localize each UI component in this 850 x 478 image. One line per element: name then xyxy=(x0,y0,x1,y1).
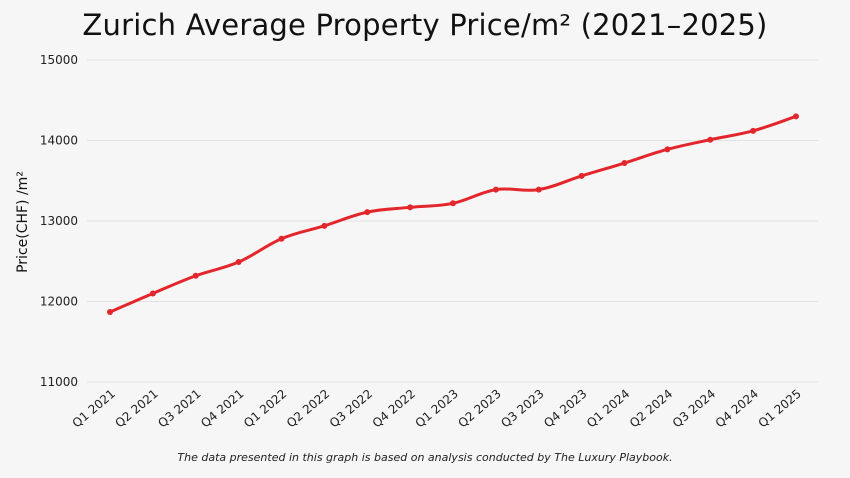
data-point xyxy=(579,173,585,179)
x-tick-label: Q4 2023 xyxy=(541,387,589,431)
x-tick-label: Q2 2021 xyxy=(112,387,160,431)
x-tick-label: Q2 2023 xyxy=(455,387,503,431)
x-tick-label: Q4 2024 xyxy=(713,387,761,431)
data-point xyxy=(750,128,756,134)
data-point xyxy=(536,187,542,193)
line-chart: 11000 12000 13000 14000 15000 Price(CHF) /m²… xyxy=(0,0,850,478)
x-tick-label: Q3 2023 xyxy=(498,387,546,431)
data-point xyxy=(107,309,113,315)
y-axis-ticks: 11000 12000 13000 14000 15000 xyxy=(40,53,78,389)
y-tick-label: 11000 xyxy=(40,375,78,389)
data-point xyxy=(193,273,199,279)
x-tick-label: Q1 2021 xyxy=(70,387,118,431)
data-point xyxy=(793,113,799,119)
y-tick-label: 15000 xyxy=(40,53,78,67)
x-tick-label: Q1 2024 xyxy=(584,387,632,431)
x-tick-label: Q4 2022 xyxy=(370,387,418,431)
source-footnote: The data presented in this graph is base… xyxy=(0,451,850,464)
x-tick-label: Q1 2025 xyxy=(756,387,804,431)
gridlines xyxy=(87,60,818,382)
data-point xyxy=(450,200,456,206)
y-tick-label: 13000 xyxy=(40,214,78,228)
x-tick-label: Q3 2024 xyxy=(670,387,718,431)
series-line xyxy=(110,116,796,312)
x-tick-label: Q2 2022 xyxy=(284,387,332,431)
x-tick-label: Q2 2024 xyxy=(627,387,675,431)
x-tick-label: Q3 2022 xyxy=(327,387,375,431)
data-point xyxy=(664,146,670,152)
data-point xyxy=(407,204,413,210)
data-point xyxy=(321,223,327,229)
y-tick-label: 14000 xyxy=(40,134,78,148)
data-point xyxy=(622,160,628,166)
series-line-layer xyxy=(110,116,796,312)
x-tick-label: Q1 2022 xyxy=(241,387,289,431)
data-point xyxy=(279,236,285,242)
x-tick-label: Q1 2023 xyxy=(413,387,461,431)
data-point xyxy=(707,137,713,143)
y-axis-label: Price(CHF) /m² xyxy=(15,171,31,273)
x-tick-label: Q3 2021 xyxy=(155,387,203,431)
data-point xyxy=(493,187,499,193)
data-point xyxy=(364,209,370,215)
data-point xyxy=(236,259,242,265)
x-tick-label: Q4 2021 xyxy=(198,387,246,431)
data-point xyxy=(150,290,156,296)
y-tick-label: 12000 xyxy=(40,295,78,309)
